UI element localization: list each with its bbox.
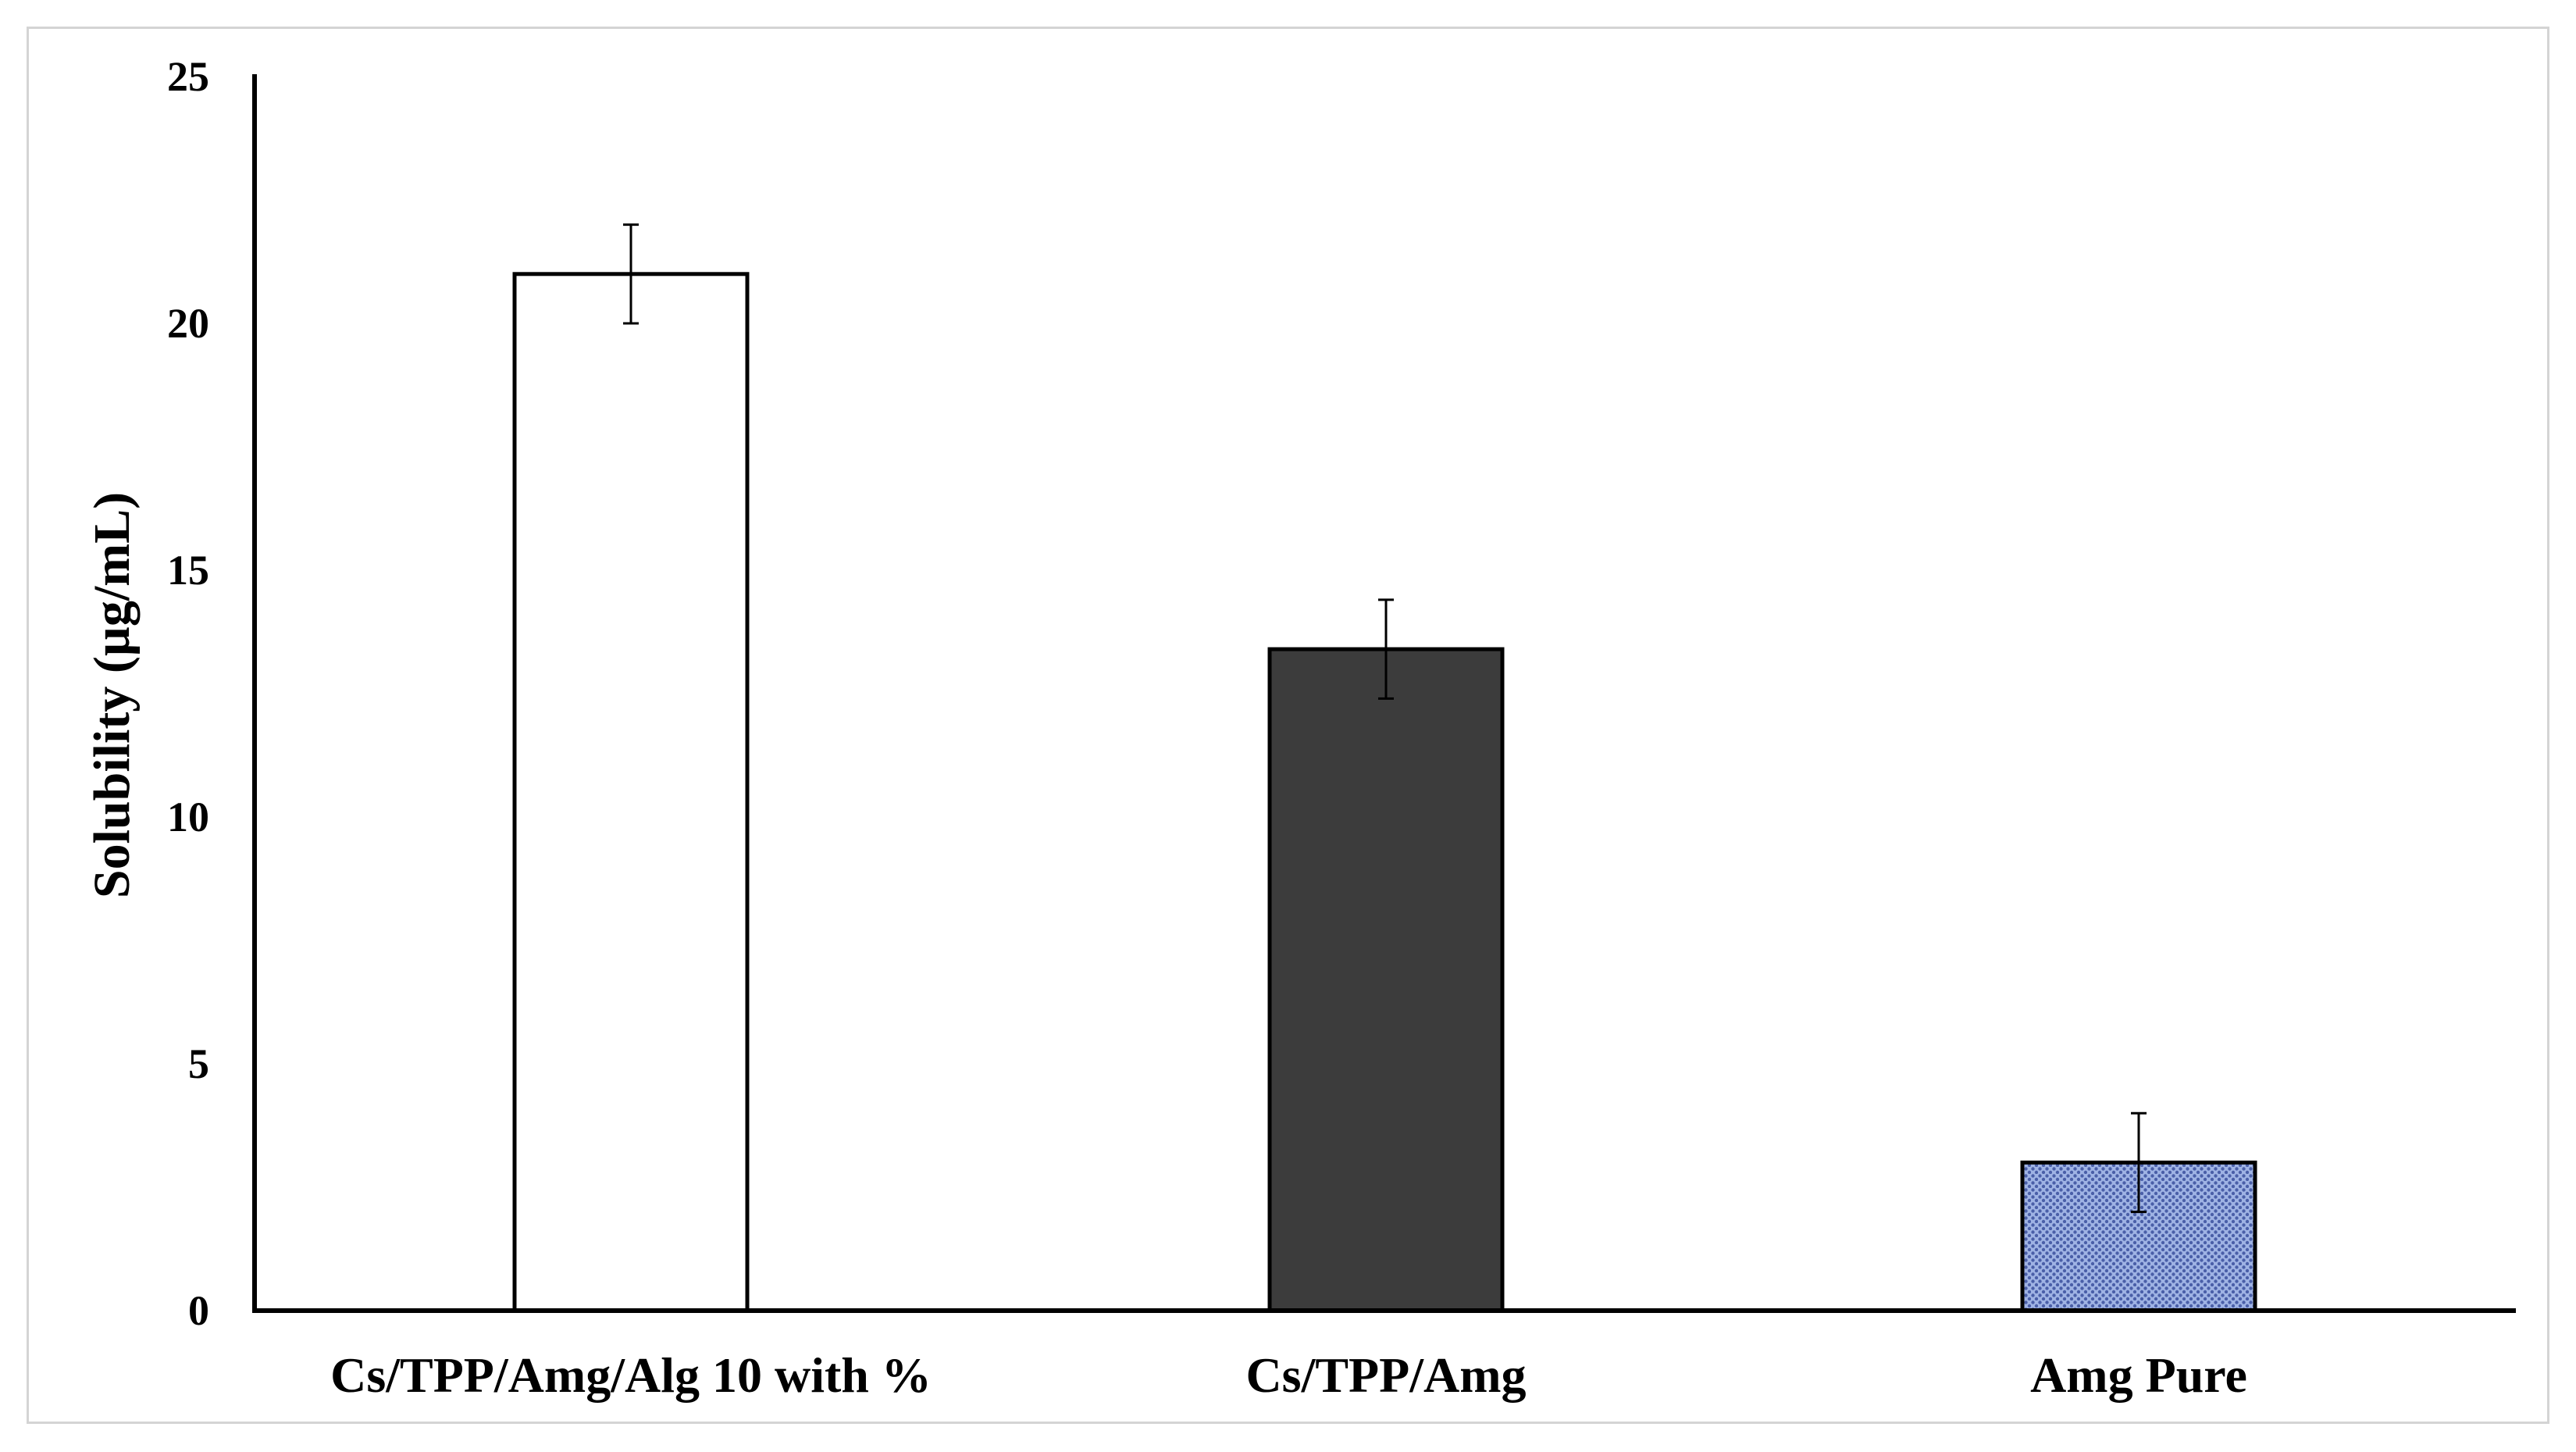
bar-2 xyxy=(1267,647,1505,1313)
x-category-labels: Cs/TPP/Amg/Alg 10 with % Cs/TPP/Amg Amg Pu… xyxy=(330,1347,2247,1403)
y-axis-label: Solubility (µg/mL) xyxy=(84,492,141,898)
y-tick-label: 25 xyxy=(167,53,209,100)
y-tick-label: 10 xyxy=(167,794,209,840)
error-bar-3 xyxy=(2131,1111,2147,1214)
x-category-label-2: Cs/TPP/Amg xyxy=(1245,1347,1526,1403)
error-bar-2 xyxy=(1378,598,1394,700)
y-tick-label: 5 xyxy=(188,1040,209,1087)
y-tick-labels: 0 5 10 15 20 25 xyxy=(167,53,209,1334)
x-category-label-3: Amg Pure xyxy=(2030,1347,2247,1403)
error-bar-1 xyxy=(623,223,639,325)
x-category-label-1: Cs/TPP/Amg/Alg 10 with % xyxy=(330,1347,932,1403)
bar-1 xyxy=(512,272,750,1313)
bars xyxy=(512,272,2257,1313)
y-tick-label: 15 xyxy=(167,547,209,594)
y-tick-label: 0 xyxy=(188,1287,209,1334)
error-bars xyxy=(623,223,2147,1214)
y-tick-label: 20 xyxy=(167,300,209,347)
